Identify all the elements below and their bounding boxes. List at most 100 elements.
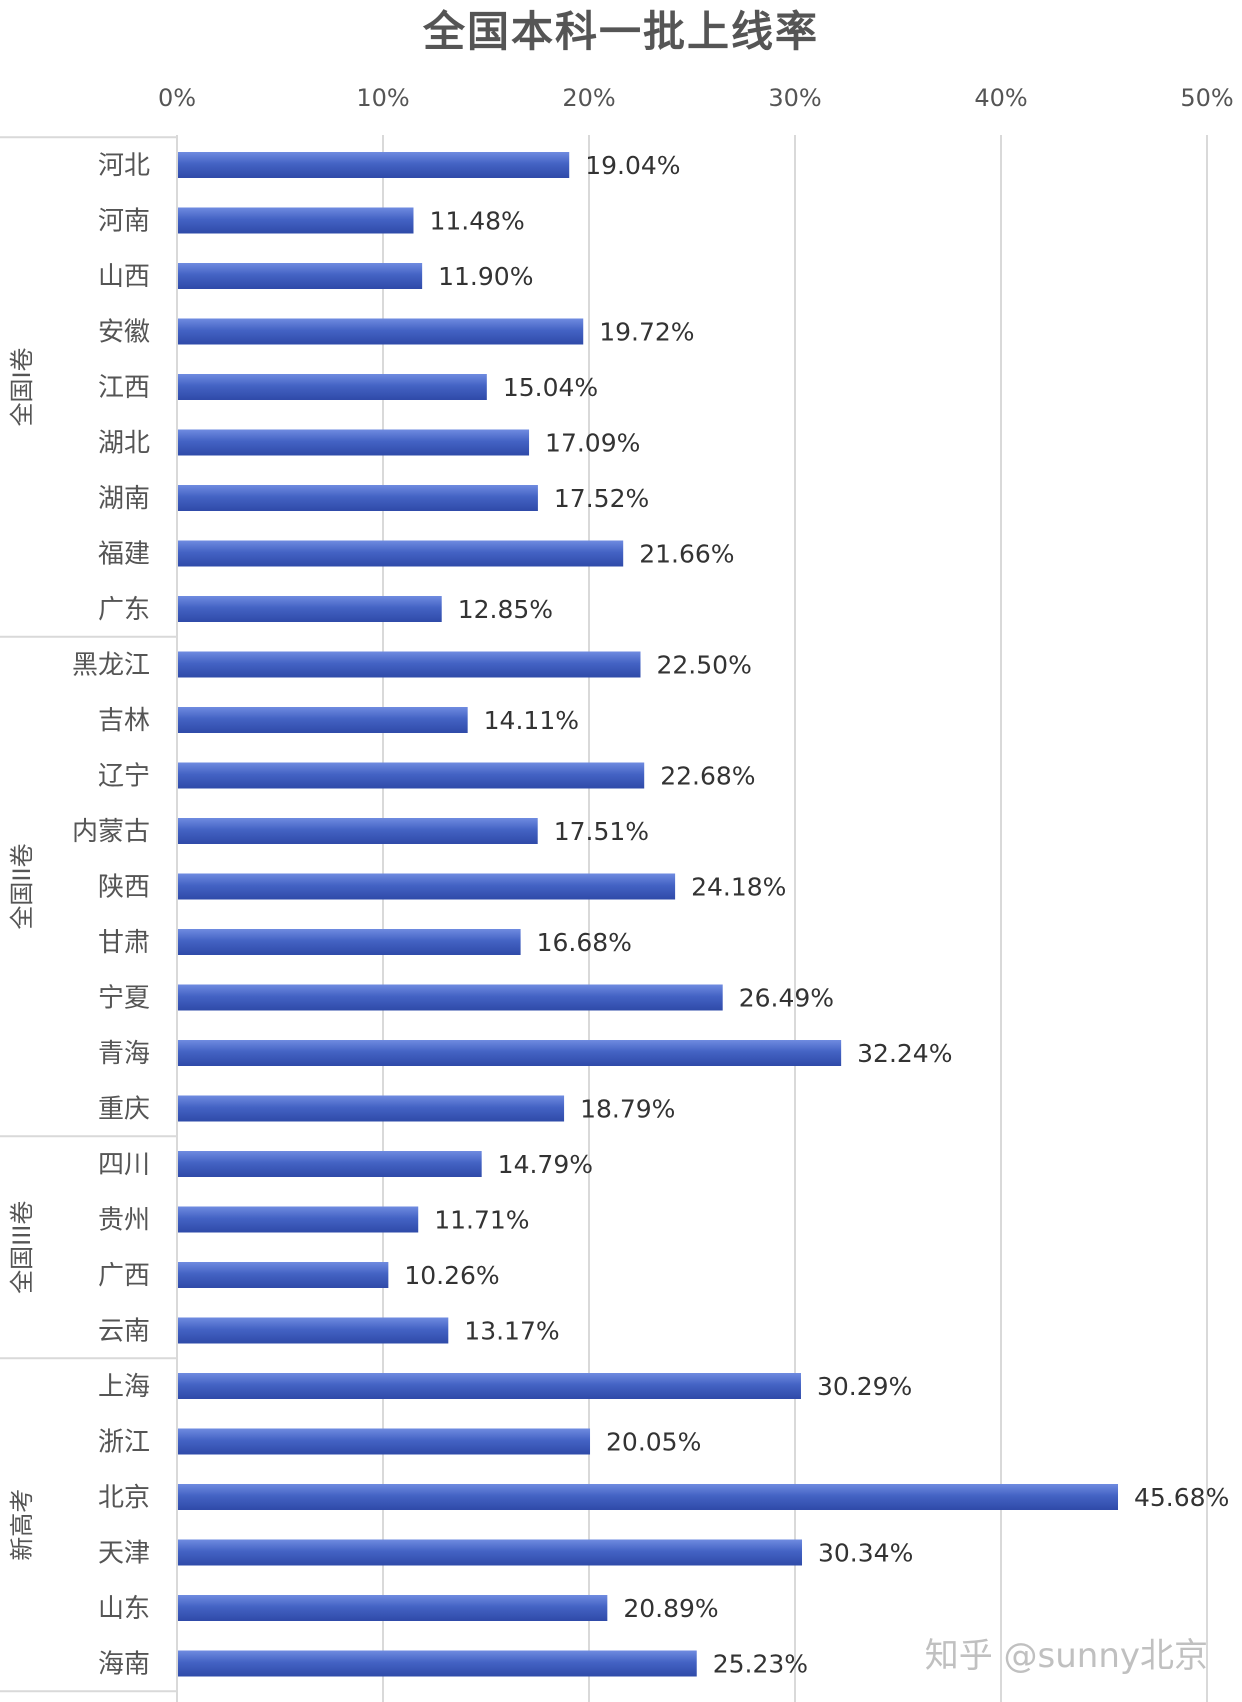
value-labels: 19.04% 11.48% 11.90% 19.72%15.04% 17.09% 17.5… <box>404 151 1229 1679</box>
value-label: 18.79% <box>580 1095 675 1124</box>
bar <box>178 540 624 567</box>
x-tick-label: 40% <box>974 84 1027 112</box>
value-label: 11.48% <box>429 207 524 236</box>
category-label: 山东 <box>98 1594 150 1624</box>
value-label: 20.89% <box>623 1594 718 1623</box>
bar <box>178 207 414 234</box>
category-label: 四川 <box>98 1150 150 1180</box>
value-label: 10.26% <box>404 1261 499 1290</box>
category-label: 陕西 <box>98 873 150 903</box>
bar <box>178 1151 482 1177</box>
bar <box>178 1206 419 1233</box>
bars <box>178 152 1119 1677</box>
bar <box>178 873 676 900</box>
value-label: 11.90% <box>438 262 533 291</box>
category-label: 重庆 <box>98 1095 150 1125</box>
category-label: 广东 <box>98 595 150 625</box>
bar <box>178 152 570 178</box>
bar <box>178 707 468 733</box>
category-label: 吉林 <box>98 706 150 736</box>
category-label: 江西 <box>98 373 150 403</box>
chart-title: 全国本科一批上线率 <box>422 7 819 56</box>
bar <box>178 374 487 400</box>
x-tick-label: 0% <box>158 84 196 112</box>
value-label: 45.68% <box>1134 1483 1229 1512</box>
bar <box>178 929 521 955</box>
value-label: 30.29% <box>817 1372 912 1401</box>
x-tick-label: 30% <box>768 84 821 112</box>
value-label: 13.17% <box>464 1317 559 1346</box>
bar <box>178 1595 608 1621</box>
value-label: 25.23% <box>713 1650 808 1679</box>
value-label: 22.50% <box>657 651 752 680</box>
category-label: 山西 <box>98 262 150 292</box>
category-label: 辽宁 <box>98 762 150 792</box>
bar <box>178 651 641 678</box>
group-label: 全国I卷 <box>8 347 36 426</box>
bar <box>178 1484 1119 1510</box>
category-label: 海南 <box>98 1650 150 1680</box>
bar <box>178 263 423 289</box>
value-label: 14.79% <box>498 1150 593 1179</box>
value-label: 17.09% <box>545 429 640 458</box>
bar <box>178 984 723 1011</box>
value-label: 32.24% <box>857 1039 952 1068</box>
value-label: 15.04% <box>503 373 598 402</box>
x-tick-label: 20% <box>562 84 615 112</box>
category-label: 河南 <box>98 207 150 237</box>
value-label: 19.72% <box>599 318 694 347</box>
value-label: 22.68% <box>660 762 755 791</box>
bar <box>178 318 584 345</box>
category-label: 天津 <box>98 1539 150 1569</box>
value-label: 21.66% <box>639 540 734 569</box>
category-label: 北京 <box>98 1483 150 1513</box>
category-labels: 河北河南山西安徽江西湖北湖南福建广东黑龙江吉林辽宁内蒙古陕西甘肃宁夏青海重庆四川… <box>72 151 150 1680</box>
value-label: 19.04% <box>585 151 680 180</box>
category-label: 湖南 <box>98 484 150 514</box>
bar <box>178 762 645 789</box>
bar <box>178 1317 449 1344</box>
category-label: 福建 <box>98 540 150 570</box>
bar <box>178 1650 697 1677</box>
x-axis-ticks: 0% 10% 20% 30% 40% 50% <box>158 84 1234 112</box>
category-label: 黑龙江 <box>72 651 150 681</box>
bar <box>178 596 442 622</box>
group-label: 全国III卷 <box>8 1201 36 1294</box>
category-label: 广西 <box>98 1261 150 1291</box>
category-label: 内蒙古 <box>72 817 150 847</box>
bar <box>178 485 538 511</box>
bar <box>178 1095 565 1122</box>
value-label: 30.34% <box>818 1539 913 1568</box>
watermark-text: 知乎 @sunny北京 <box>924 1636 1208 1676</box>
bar <box>178 1428 591 1455</box>
value-label: 17.52% <box>554 484 649 513</box>
bar <box>178 1040 842 1066</box>
category-label: 安徽 <box>98 318 150 348</box>
group-label: 新高考 <box>8 1489 36 1561</box>
value-label: 17.51% <box>554 817 649 846</box>
value-label: 16.68% <box>537 928 632 957</box>
gridlines <box>176 135 1208 1702</box>
value-label: 24.18% <box>691 873 786 902</box>
x-tick-label: 10% <box>356 84 409 112</box>
value-label: 11.71% <box>434 1206 529 1235</box>
bar <box>178 429 530 456</box>
bar <box>178 1262 389 1288</box>
category-label: 云南 <box>98 1317 150 1347</box>
bar <box>178 1373 801 1399</box>
bar <box>178 1539 803 1566</box>
value-label: 20.05% <box>606 1428 701 1457</box>
category-label: 青海 <box>98 1039 150 1069</box>
bar <box>178 818 538 844</box>
category-label: 宁夏 <box>98 984 150 1014</box>
x-tick-label: 50% <box>1180 84 1233 112</box>
category-label: 甘肃 <box>98 928 150 958</box>
category-label: 湖北 <box>98 429 150 459</box>
category-label: 上海 <box>98 1372 150 1402</box>
group-label: 全国II卷 <box>8 843 36 929</box>
value-label: 26.49% <box>739 984 834 1013</box>
value-label: 12.85% <box>458 595 553 624</box>
category-label: 浙江 <box>98 1428 150 1458</box>
category-label: 贵州 <box>98 1206 150 1236</box>
